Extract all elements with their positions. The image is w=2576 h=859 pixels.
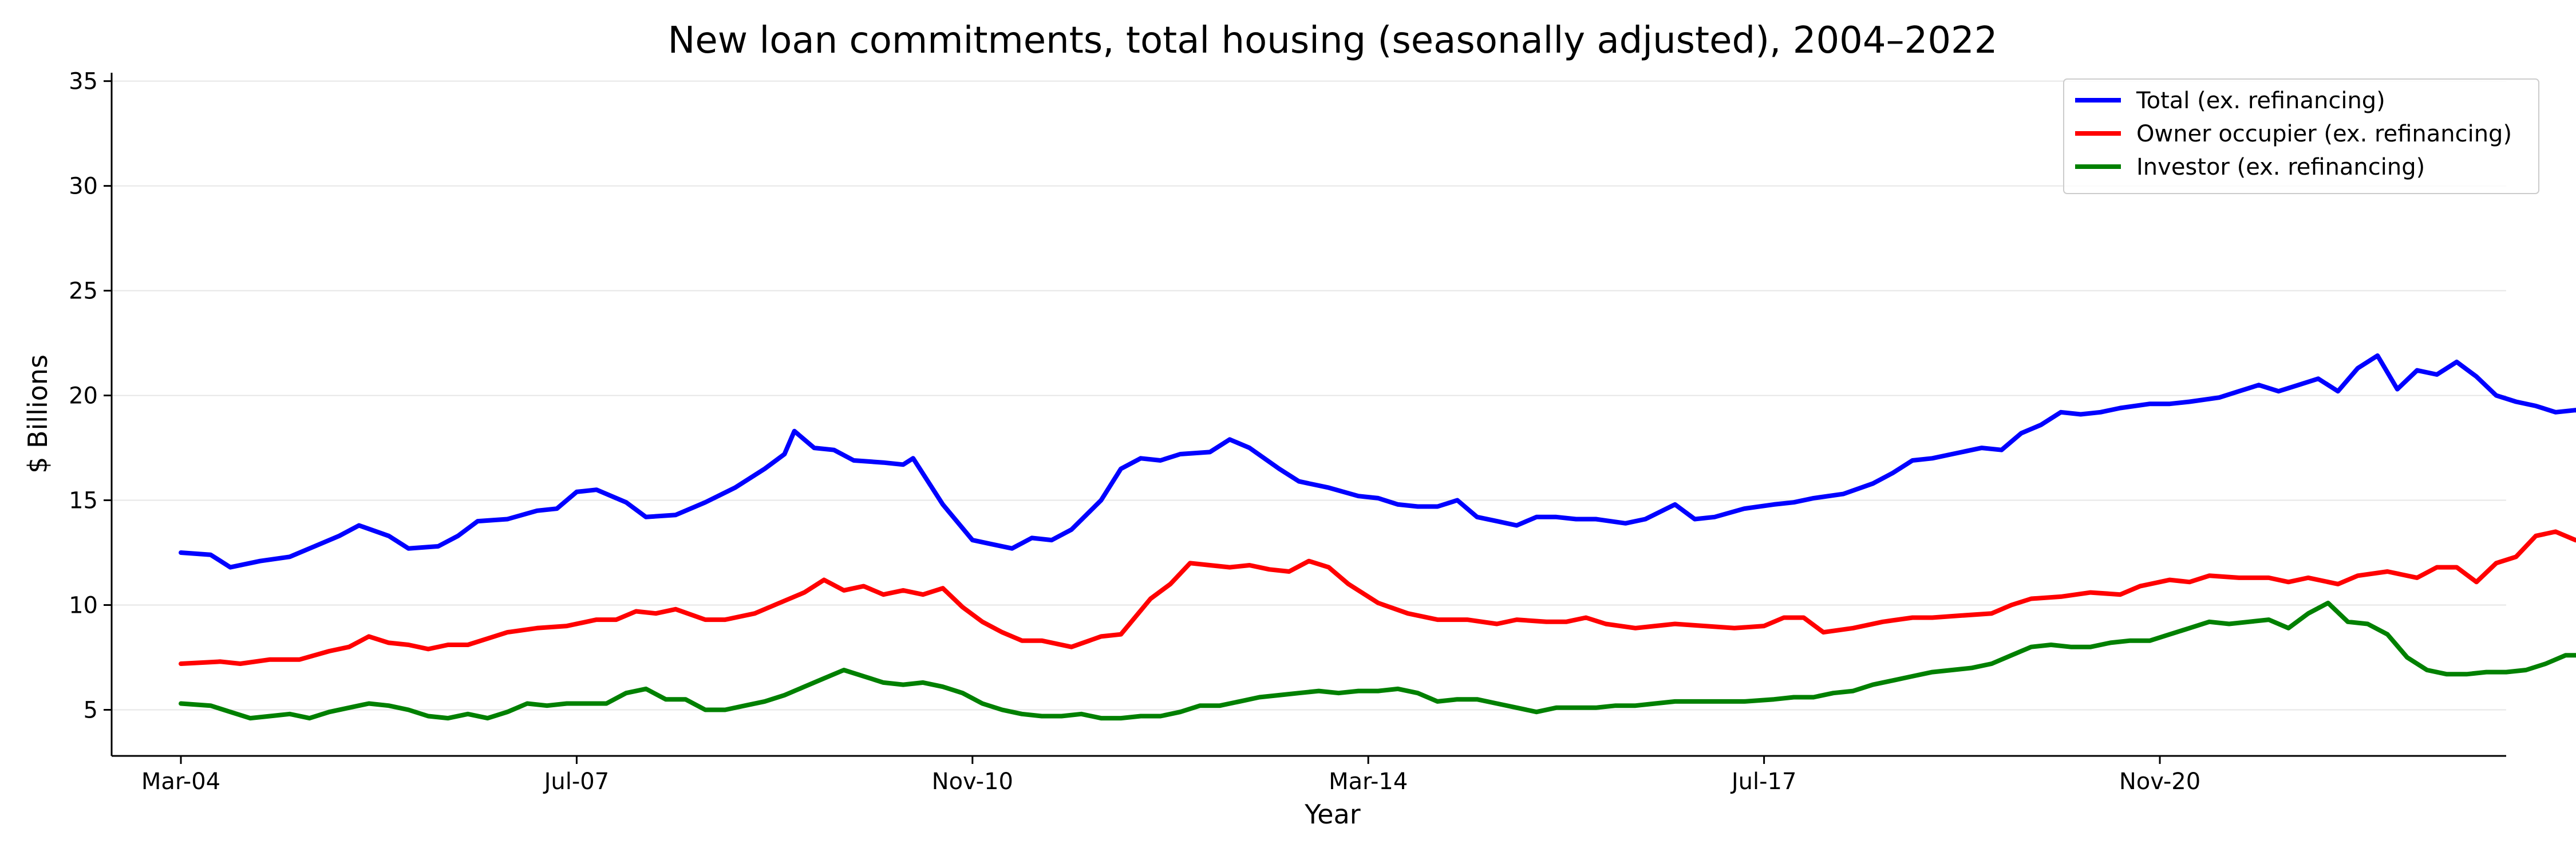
x-tick-label: Mar-04 bbox=[141, 769, 220, 795]
series-line-3 bbox=[179, 600, 2576, 721]
legend-label: Investor (ex. refinancing) bbox=[2136, 154, 2425, 180]
legend-box bbox=[2063, 78, 2539, 194]
x-tick-label: Mar-14 bbox=[1329, 769, 1408, 795]
y-tick-label: 15 bbox=[69, 488, 98, 514]
series-line-2 bbox=[179, 529, 2576, 666]
x-tick-label: Nov-20 bbox=[2119, 769, 2200, 795]
legend-label: Total (ex. refinancing) bbox=[2136, 88, 2385, 114]
legend-label: Owner occupier (ex. refinancing) bbox=[2136, 121, 2512, 147]
y-tick-label: 35 bbox=[69, 69, 98, 95]
x-axis-ticks: Mar-04 Jul-07 Nov-10 Mar-14 Jul-17 Nov-20 bbox=[141, 756, 2200, 795]
legend: Total (ex. refinancing) Owner occupier (e… bbox=[2063, 78, 2539, 194]
chart-title: New loan commitments, total housing (sea… bbox=[668, 19, 1998, 62]
x-tick-label: Jul-07 bbox=[543, 769, 610, 795]
horizontal-gridlines bbox=[112, 80, 2506, 711]
y-tick-label: 5 bbox=[84, 697, 98, 723]
y-tick-label: 10 bbox=[69, 593, 98, 619]
y-tick-label: 20 bbox=[69, 383, 98, 409]
y-axis-ticks: 5 10 15 20 25 30 35 bbox=[69, 69, 112, 723]
y-tick-label: 25 bbox=[69, 278, 98, 305]
x-tick-label: Nov-10 bbox=[932, 769, 1013, 795]
x-axis-label: Year bbox=[1304, 799, 1360, 830]
series-lines bbox=[179, 353, 2576, 721]
series-line-1 bbox=[179, 353, 2576, 570]
y-tick-label: 30 bbox=[69, 174, 98, 200]
x-tick-label: Jul-17 bbox=[1730, 769, 1797, 795]
y-axis-label: $ Billions bbox=[22, 354, 53, 474]
